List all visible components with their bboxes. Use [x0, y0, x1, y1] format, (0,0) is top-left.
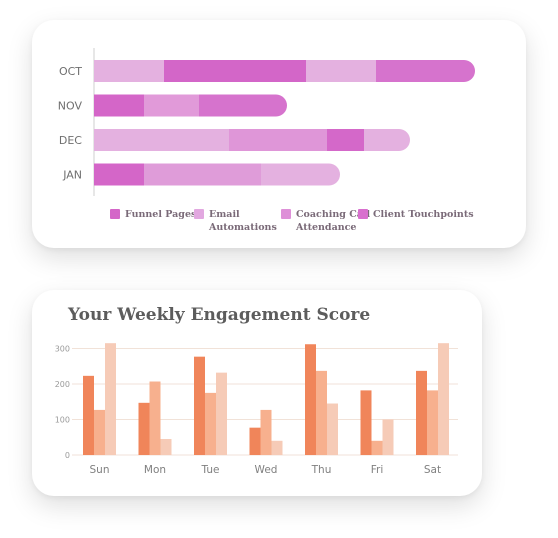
chart-title: Your Weekly Engagement Score [67, 305, 370, 325]
legend-label: Client Touchpoints [373, 209, 474, 220]
bar-sat [427, 390, 438, 455]
bar-left-edge [94, 94, 105, 117]
x-tick-label: Wed [255, 464, 278, 476]
bar-segment-email-automations [144, 163, 262, 186]
bar-left-edge [94, 60, 105, 82]
bar-segment-coaching-call-attendance [327, 129, 365, 151]
bar-fri [360, 390, 372, 455]
bar-segment-client-touchpoints [376, 60, 475, 82]
bar-mon [160, 439, 172, 455]
x-tick-label: Sun [90, 464, 110, 476]
weekly-engagement-chart: Your Weekly Engagement Score 0 100 200 300 Su… [55, 305, 458, 476]
bar-sat [438, 343, 449, 455]
y-tick-label: 300 [55, 345, 70, 354]
legend-swatch [358, 209, 368, 219]
y-tick-label: 0 [65, 451, 70, 460]
bar-segment-email-automations [229, 129, 328, 151]
bar-wed [260, 409, 272, 455]
bar-segment-email-automations [144, 94, 200, 117]
bar-segment-coaching-call-attendance [199, 94, 287, 117]
monthly-stacked-bar-chart: OCT NOV DEC JAN Funnel Pages Email Automations… [58, 48, 475, 233]
bar-mon [138, 402, 150, 455]
x-tick-label: Thu [311, 464, 332, 476]
bar-segment-funnel-pages [94, 163, 145, 186]
legend-swatch [194, 209, 204, 219]
stacked-bar-dec [94, 129, 410, 151]
legend-swatch [110, 209, 120, 219]
bar-thu [316, 370, 327, 455]
bar-wed [249, 427, 261, 455]
bar-segment-coaching-call-attendance [261, 163, 340, 186]
bar-tue [216, 372, 227, 455]
bar-fri [382, 419, 394, 455]
y-tick-label: 100 [55, 416, 70, 425]
x-tick-label: Fri [371, 464, 384, 476]
x-tick-label: Mon [144, 464, 166, 476]
stacked-bar-oct [94, 60, 475, 82]
bar-sun [94, 409, 105, 455]
legend-swatch [281, 209, 291, 219]
stacked-bar-jan [94, 163, 340, 186]
category-label: OCT [59, 65, 82, 78]
bar-left-edge [94, 129, 105, 151]
bar-segment-funnel-pages [94, 129, 230, 151]
y-tick-label: 200 [55, 380, 70, 389]
legend-label: Coaching Call Attendance [295, 209, 371, 233]
bar-fri [371, 440, 383, 455]
bar-segment-funnel-pages [94, 94, 145, 117]
x-tick-label: Tue [201, 464, 220, 476]
bar-mon [149, 381, 161, 455]
bar-left-edge [94, 163, 105, 186]
legend-label: Funnel Pages [125, 209, 196, 220]
bar-sun [105, 343, 116, 455]
weekly-engagement-card: Your Weekly Engagement Score 0 100 200 300 Su… [32, 290, 482, 496]
bar-sun [83, 375, 94, 455]
category-label: NOV [58, 100, 83, 113]
stacked-bar-nov [94, 94, 287, 117]
bar-thu [327, 403, 338, 455]
bar-segment-funnel-pages [94, 60, 165, 82]
bar-segment-email-automations [164, 60, 307, 82]
bar-wed [271, 440, 283, 455]
category-label: DEC [59, 134, 82, 147]
bar-tue [194, 356, 205, 455]
bar-sat [416, 370, 427, 455]
bar-thu [305, 344, 316, 455]
bar-segment-coaching-call-attendance [306, 60, 377, 82]
legend-label: Email Automations [208, 209, 277, 233]
x-tick-label: Sat [424, 464, 441, 476]
bar-segment-client-touchpoints [364, 129, 410, 151]
bar-tue [205, 392, 216, 455]
monthly-engagement-card: OCT NOV DEC JAN Funnel Pages Email Automations… [32, 20, 526, 248]
category-label: JAN [62, 169, 82, 182]
